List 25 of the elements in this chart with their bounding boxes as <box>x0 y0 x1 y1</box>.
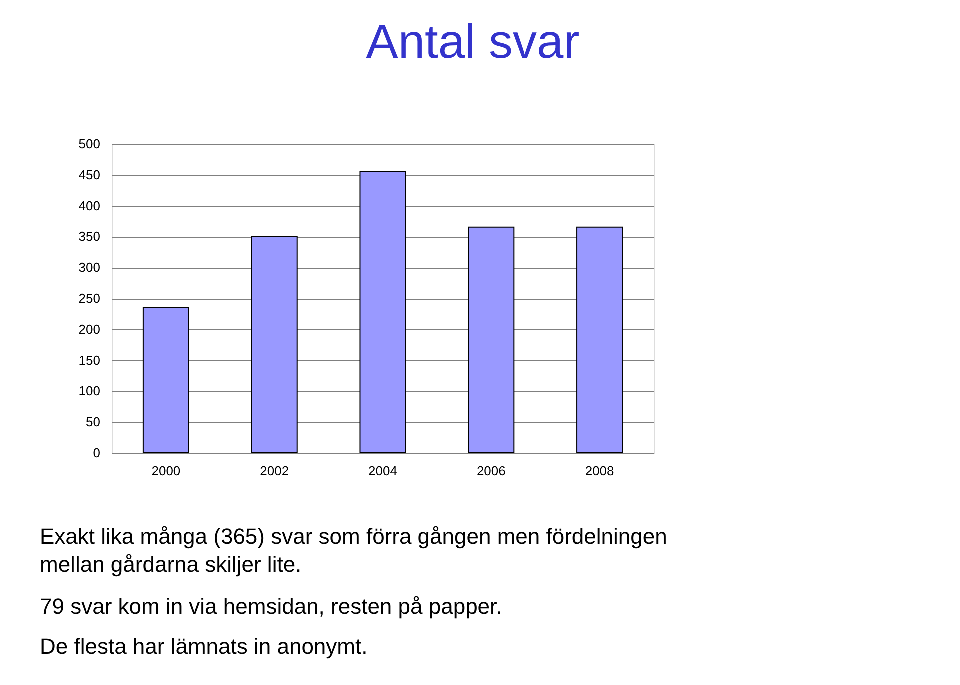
y-tick-label: 350 <box>78 229 100 244</box>
text: Exakt lika många (365) svar som förra gången men fördelningen mellan gårdarna skiljer lite. <box>40 524 668 577</box>
x-tick-label: 2000 <box>152 464 181 478</box>
x-tick-label: 2002 <box>260 464 290 478</box>
chart-title: Antal svar <box>366 16 580 69</box>
y-tick-label: 150 <box>78 352 100 368</box>
bar <box>142 307 190 454</box>
y-tick-label: 500 <box>78 136 100 152</box>
y-tick-label: 300 <box>78 260 100 276</box>
bar <box>468 226 515 454</box>
bar <box>360 171 406 454</box>
text: 79 svar kom in via hemsidan, resten på papper. <box>40 594 502 619</box>
y-tick-label: 0 <box>93 446 100 460</box>
y-tick-label: 400 <box>78 198 100 214</box>
y-tick-label: 200 <box>78 322 100 337</box>
bar <box>251 236 298 454</box>
y-tick-label: 50 <box>86 414 100 430</box>
y-tick-label: 100 <box>78 384 100 399</box>
bar <box>576 226 624 454</box>
x-tick-label: 2006 <box>476 464 506 478</box>
x-tick-label: 2004 <box>368 464 398 478</box>
x-tick-label: 2008 <box>585 464 614 478</box>
y-tick-label: 450 <box>78 167 100 182</box>
y-tick-label: 250 <box>78 291 100 306</box>
text: De flesta har lämnats in anonymt. <box>40 634 368 659</box>
